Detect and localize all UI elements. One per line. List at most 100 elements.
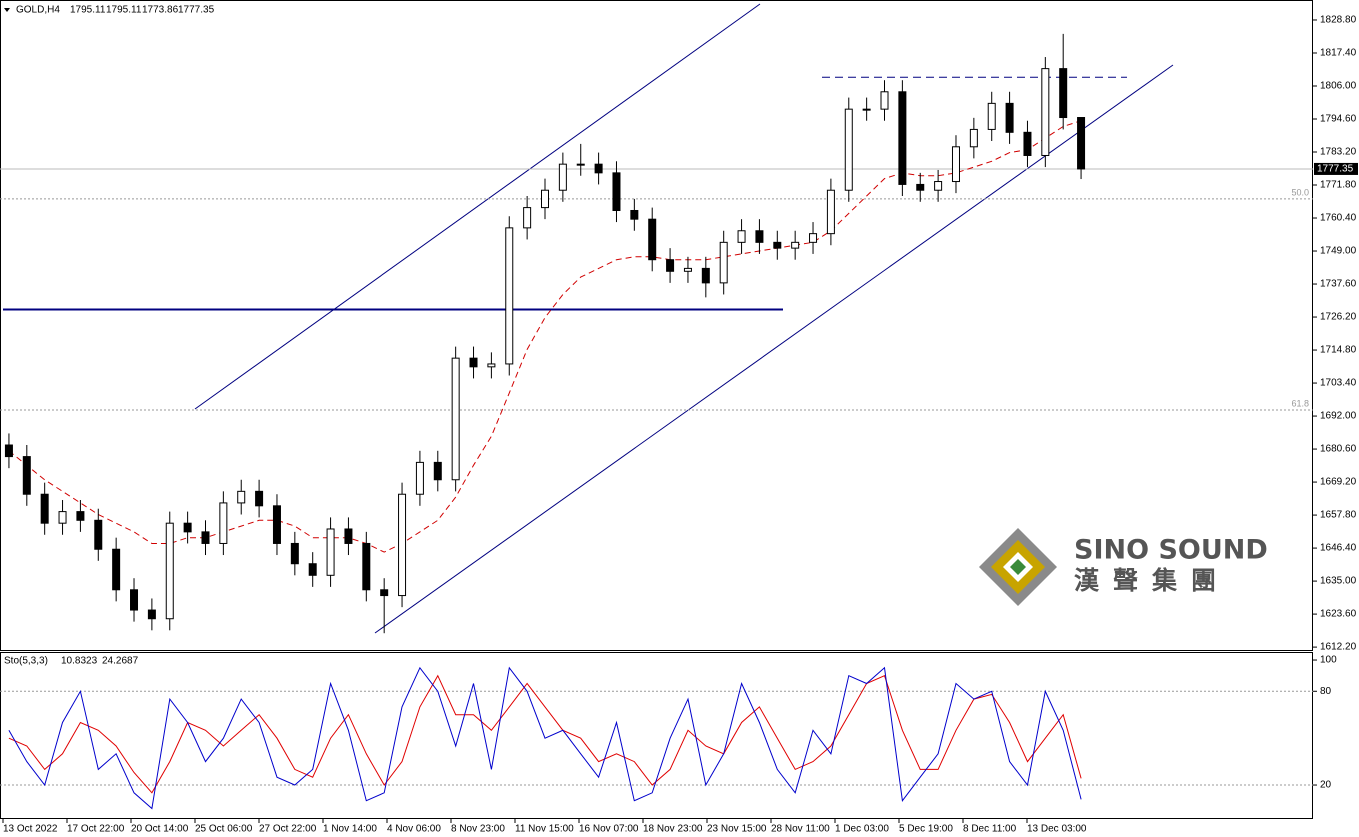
candle-body: [791, 241, 800, 249]
candle-body: [433, 461, 442, 481]
x-tick-label: 5 Dec 19:00: [899, 824, 953, 835]
fib-label: 61.8: [1291, 398, 1309, 408]
current-price-box: [1314, 162, 1358, 175]
candle-body: [40, 493, 49, 524]
x-tick-label: 18 Nov 23:00: [643, 824, 703, 835]
y-tick-label: 1703.40: [1320, 378, 1357, 389]
candle-body: [22, 456, 31, 495]
candle-body: [130, 589, 139, 611]
candle-body: [951, 146, 960, 183]
candle-body: [558, 163, 567, 191]
indicator-tick-label: 20: [1320, 780, 1332, 791]
candle-body: [969, 128, 978, 148]
candle-body: [594, 163, 603, 174]
y-tick-label: 1714.80: [1320, 345, 1357, 356]
candle-body: [255, 490, 264, 507]
x-tick-label: 23 Nov 15:00: [707, 824, 767, 835]
main-panel: [0, 0, 1313, 651]
x-tick-label: 28 Nov 11:00: [771, 824, 830, 835]
y-tick-label: 1646.40: [1320, 543, 1357, 554]
x-tick-label: 17 Oct 22:00: [67, 824, 125, 835]
candle-body: [272, 505, 281, 544]
candle-body: [76, 511, 85, 521]
x-tick-label: 16 Nov 07:00: [579, 824, 639, 835]
candle-body: [165, 522, 174, 620]
candle-body: [576, 163, 585, 166]
watermark-chinese: 漢聲集團: [1074, 566, 1230, 595]
indicator-name: Sto(5,3,3): [4, 656, 48, 667]
y-tick-label: 1692.00: [1320, 411, 1357, 422]
candle-body: [1059, 68, 1068, 119]
y-tick-label: 1680.60: [1320, 444, 1357, 455]
candle-body: [308, 563, 317, 576]
x-tick-label: 25 Oct 06:00: [195, 824, 253, 835]
candle-body: [183, 522, 192, 533]
x-tick-label: 8 Nov 23:00: [451, 824, 505, 835]
watermark-brand: SINO SOUND: [1074, 535, 1268, 566]
candle-body: [934, 181, 943, 191]
candle-body: [451, 357, 460, 481]
candle-body: [898, 91, 907, 185]
y-tick-label: 1612.20: [1320, 642, 1357, 653]
candle-body: [1023, 131, 1032, 156]
candle-body: [487, 363, 496, 368]
y-tick-label: 1817.40: [1320, 48, 1357, 59]
candle-body: [1005, 102, 1014, 133]
x-tick-label: 11 Nov 15:00: [515, 824, 574, 835]
indicator-tick-label: 100: [1320, 655, 1337, 666]
candle-body: [147, 609, 156, 620]
candle-body: [630, 209, 639, 220]
candle-body: [541, 189, 549, 209]
candle-body: [219, 502, 228, 544]
candle-body: [612, 172, 621, 211]
y-tick-label: 1635.00: [1320, 576, 1357, 587]
header-value: 1795.11: [106, 5, 142, 16]
x-tick-label: 13 Dec 03:00: [1027, 824, 1087, 835]
candle-body: [862, 108, 871, 111]
y-tick-label: 1669.20: [1320, 477, 1357, 488]
candle-body: [1077, 117, 1086, 170]
candle-body: [344, 528, 353, 544]
candle-body: [916, 183, 925, 191]
candle-body: [380, 589, 389, 597]
candle-body: [880, 91, 889, 110]
watermark: SINO SOUND 漢聲集團: [979, 528, 1268, 606]
x-tick-label: 4 Nov 06:00: [387, 824, 441, 835]
candle-body: [987, 102, 996, 130]
candle-body: [1041, 68, 1050, 156]
channel-upper: [194, 3, 761, 410]
fib-label: 50.0: [1291, 187, 1309, 197]
candle-body: [4, 444, 13, 458]
y-tick-label: 1657.80: [1320, 510, 1357, 521]
candle-body: [505, 227, 514, 365]
y-tick-label: 1737.60: [1320, 279, 1357, 290]
current-price-label: 1777.35: [1317, 164, 1354, 175]
x-tick-label: 13 Oct 2022: [3, 824, 58, 835]
x-tick-label: 20 Oct 14:00: [131, 824, 189, 835]
y-tick-label: 1806.00: [1320, 81, 1357, 92]
header-value: 1795.11: [70, 5, 106, 16]
menu-arrow: [4, 8, 10, 12]
candle-body: [666, 259, 675, 272]
indicator-panel: [0, 652, 1313, 819]
candle-body: [290, 542, 299, 565]
candle-body: [469, 357, 478, 368]
candle-body: [523, 207, 532, 229]
x-tick-label: 1 Dec 03:00: [835, 824, 889, 835]
y-tick-label: 1828.80: [1320, 15, 1357, 26]
candle-body: [362, 542, 371, 591]
y-tick-label: 1623.60: [1320, 609, 1357, 620]
candle-body: [755, 230, 764, 243]
candle-body: [809, 233, 818, 243]
indicator-main-value: 10.8323: [61, 656, 98, 667]
candle-body: [773, 241, 782, 249]
candle-body: [94, 519, 103, 550]
logo-core: [1010, 559, 1026, 575]
y-tick-label: 1794.60: [1320, 114, 1357, 125]
x-tick-label: 1 Nov 14:00: [323, 824, 377, 835]
candle-body: [844, 108, 853, 191]
candle-body: [683, 267, 692, 272]
candle-body: [398, 493, 407, 597]
x-tick-label: 8 Dec 11:00: [963, 824, 1017, 835]
